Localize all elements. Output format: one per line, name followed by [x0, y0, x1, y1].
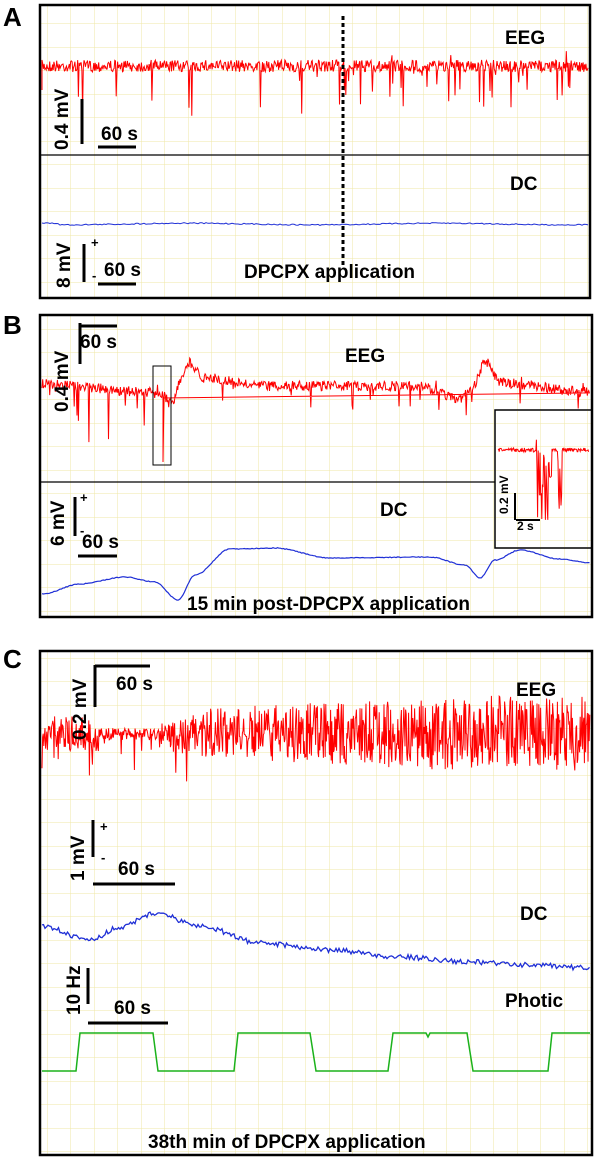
panel-b-label: B: [3, 310, 22, 340]
panel-c-dc-trace: [41, 911, 590, 972]
panel-a-eeg-trace: [41, 51, 589, 116]
panel-c-dc-time-label: 60 s: [118, 859, 155, 880]
panel-b-dc-label: DC: [380, 500, 408, 521]
panel-b-eeg-trace: [41, 356, 591, 463]
panel-c-annotation: 38th min of DPCPX application: [148, 1132, 426, 1153]
panel-b-frame: [38, 313, 594, 619]
panel-a-annotation: DPCPX application: [244, 262, 415, 283]
panel-b-eeg-value-label: 0.4 mV: [52, 350, 73, 412]
panel-b-dc-plus: +: [80, 490, 88, 505]
panel-a-dc-time-label: 60 s: [104, 260, 141, 281]
panel-b-inset-time-label: 2 s: [517, 519, 534, 533]
panel-b-eeg-time-label: 60 s: [80, 332, 117, 353]
panel-c-eeg-label: EEG: [516, 680, 556, 701]
panel-a-dc-trace: [41, 222, 589, 226]
panel-c-photic-value-label: 10 Hz: [64, 965, 85, 1015]
panel-c-dc-value-label: 1 mV: [68, 835, 89, 881]
panel-c-eeg-value-label: 0.2 mV: [70, 678, 91, 740]
panel-c-eeg-time-label: 60 s: [116, 674, 153, 695]
panel-a-frame: [38, 3, 592, 300]
panel-b-zoom-box: [152, 365, 172, 466]
panel-a-dc-plus: +: [91, 235, 99, 250]
panel-b-dc-trace: [41, 547, 590, 601]
panel-b-inset-value-label: 0.2 mV: [497, 475, 511, 514]
panel-c-frame: [38, 649, 594, 1157]
panel-c-dc-plus: +: [100, 819, 108, 834]
panel-a-dc-value-label: 8 mV: [54, 242, 75, 288]
panel-a-grid: [40, 5, 590, 298]
panel-b: B EEG DC 0.4 mV 60 s + - 6 mV 60 s 15 mi…: [3, 310, 594, 619]
panel-b-dc-time-label: 60 s: [82, 532, 119, 553]
panel-a-eeg-label: EEG: [505, 28, 545, 49]
panel-a-dc-label: DC: [510, 174, 538, 195]
panel-a-eeg-value-label: 0.4 mV: [52, 88, 73, 150]
panel-b-dc-minus: -: [80, 523, 84, 538]
panel-b-inset: 0.2 mV 2 s: [494, 409, 593, 549]
panel-a: A EEG DC 0.4 mV 60 s + - 8 mV 60 s DPCPX…: [3, 2, 592, 300]
panel-b-eeg-label: EEG: [345, 346, 385, 367]
panel-c-eeg-trace: [41, 695, 591, 782]
panel-c-photic-time-label: 60 s: [114, 998, 151, 1019]
panel-c-photic-trace: [42, 1032, 590, 1072]
panel-c: C EEG DC Photic 0.2 mV 60 s + - 1 mV 60 …: [3, 644, 594, 1157]
panel-b-dc-value-label: 6 mV: [48, 500, 69, 546]
panel-a-dc-minus: -: [92, 268, 96, 283]
panel-c-dc-label: DC: [520, 904, 548, 925]
panel-b-inset-trace: [497, 439, 590, 520]
panel-b-annotation: 15 min post-DPCPX application: [187, 594, 470, 615]
panel-c-photic-label: Photic: [505, 991, 563, 1012]
panel-c-dc-minus: -: [101, 850, 105, 865]
panel-a-eeg-time-label: 60 s: [101, 124, 138, 145]
panel-a-label: A: [3, 2, 22, 32]
panel-c-label: C: [3, 644, 22, 674]
